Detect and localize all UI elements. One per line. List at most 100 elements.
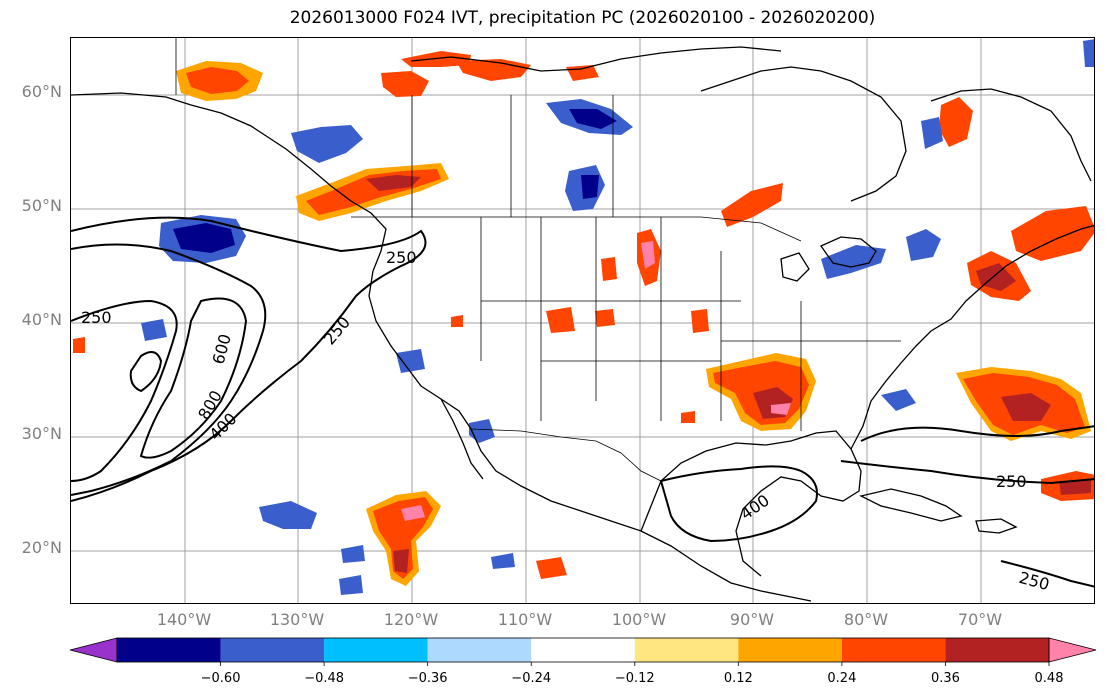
ivt-contours — [71, 216, 1094, 588]
precip-positive-area — [546, 307, 575, 333]
precip-negative-area — [339, 575, 363, 595]
colorbar-tick-label: −0.60 — [201, 671, 241, 686]
precip-negative-area — [396, 349, 425, 373]
coastline-pacific — [71, 92, 812, 602]
hispaniola — [975, 518, 1018, 534]
precip-negative-area — [906, 229, 941, 261]
ivt-contour-250 — [840, 460, 1094, 485]
lat-label-30n: 30°N — [21, 424, 62, 443]
coastline-baja — [440, 398, 484, 480]
colorbar-segment — [841, 638, 946, 662]
precip-negative-area — [881, 389, 916, 411]
border-us-mexico — [470, 428, 662, 482]
colorbar-outline — [116, 637, 1050, 663]
colorbar-segment — [945, 638, 1049, 662]
precip-positive-area — [566, 65, 599, 81]
colorbar-tick-label: −0.12 — [615, 671, 655, 686]
precip-positive-area — [536, 557, 567, 579]
colorbar-extend-low — [69, 637, 118, 663]
precip-negative-area — [821, 245, 886, 279]
colorbar-ticks: −0.60 −0.48 −0.36 −0.24 −0.12 0.12 0.24 0.36 0.4… — [201, 662, 1064, 686]
lon-label-110w: 110°W — [497, 610, 553, 629]
ivt-contour-400 — [71, 243, 267, 496]
colorbar-segment — [531, 638, 635, 662]
lat-label-20n: 20°N — [21, 538, 62, 557]
lat-label-60n: 60°N — [21, 82, 62, 101]
lon-label-120w: 120°W — [383, 610, 439, 629]
great-lakes — [780, 252, 810, 282]
coastline-gulf — [640, 430, 862, 577]
ivt-contour-250 — [860, 425, 1094, 442]
precip-positive-area — [456, 59, 531, 81]
ivt-contour-600 — [139, 297, 248, 459]
lon-label-80w: 80°W — [843, 610, 889, 629]
colorbar-tick-label: −0.48 — [304, 671, 344, 686]
precip-negative-area — [341, 545, 365, 563]
precip-negative-area — [921, 117, 943, 149]
lat-label-50n: 50°N — [21, 196, 62, 215]
ivt-contour-250 — [71, 216, 427, 502]
colorbar-segments — [69, 637, 1097, 663]
colorbar-extend-high — [1048, 637, 1097, 663]
precip-positive-area — [601, 257, 617, 281]
precip-positive-core — [641, 241, 655, 269]
coastline-atlantic — [850, 224, 1094, 450]
precip-negative-core — [569, 109, 617, 129]
contour-label: 250 — [1017, 568, 1051, 594]
precip-negative-core — [173, 223, 235, 253]
ivt-contour-800 — [129, 351, 163, 393]
cuba — [859, 488, 963, 522]
precip-positive-core — [1001, 393, 1051, 421]
colorbar-segment — [117, 638, 221, 662]
lon-label-70w: 70°W — [957, 610, 1003, 629]
coastline-labrador — [930, 88, 1092, 182]
colorbar-segment — [220, 638, 325, 662]
precip-positive-area — [595, 309, 615, 327]
precip-negative-area — [141, 319, 167, 341]
contour-label: 250 — [320, 313, 354, 349]
precip-negative-area — [259, 501, 317, 529]
border-us-canada — [351, 216, 802, 242]
lon-label-100w: 100°W — [611, 610, 667, 629]
colorbar-tick-label: 0.48 — [1035, 671, 1064, 686]
precip-positive-area — [1011, 206, 1094, 261]
precip-positive-area — [381, 71, 429, 97]
coastline-north — [410, 46, 782, 72]
ivt-contour-400 — [659, 465, 818, 543]
colorbar-segment — [738, 638, 842, 662]
precip-positive-area — [73, 337, 85, 353]
colorbar-segment — [427, 638, 532, 662]
precip-negative-core — [581, 175, 599, 199]
colorbar-tick-label: −0.24 — [511, 671, 551, 686]
precip-positive-core — [401, 505, 425, 521]
precip-positive-core — [393, 549, 409, 573]
colorbar-tick-label: 0.12 — [724, 671, 753, 686]
contour-label: 250 — [996, 472, 1027, 491]
precip-positive-area — [939, 97, 973, 147]
precip-positive-area — [721, 183, 783, 227]
contour-label: 250 — [386, 248, 417, 267]
colorbar-tick-label: −0.36 — [408, 671, 448, 686]
lon-label-90w: 90°W — [729, 610, 775, 629]
ivt-contour-250 — [1000, 560, 1094, 588]
precip-positive-area — [451, 315, 463, 327]
lon-label-130w: 130°W — [269, 610, 325, 629]
lon-label-140w: 140°W — [156, 610, 212, 629]
coastlines — [71, 46, 1094, 602]
lat-label-40n: 40°N — [21, 310, 62, 329]
contour-label: 600 — [209, 332, 235, 366]
precip-negative-area — [491, 553, 515, 569]
precip-positive-core — [976, 263, 1016, 291]
precip-positive-area — [691, 309, 709, 333]
precip-negative-area — [1083, 39, 1094, 67]
great-lakes — [820, 236, 877, 268]
colorbar-tick-label: 0.24 — [827, 671, 856, 686]
colorbar-segment — [324, 638, 428, 662]
map-title: 2026013000 F024 IVT, precipitation PC (2… — [289, 8, 876, 28]
precip-positive-area — [681, 411, 695, 423]
map-canvas: 250 250 250 600 800 400 400 250 250 — [71, 38, 1094, 603]
colorbar-segment — [634, 638, 739, 662]
contour-label: 250 — [81, 308, 112, 327]
coastline-hudson — [700, 66, 907, 202]
ivt-contour-250 — [71, 299, 178, 482]
